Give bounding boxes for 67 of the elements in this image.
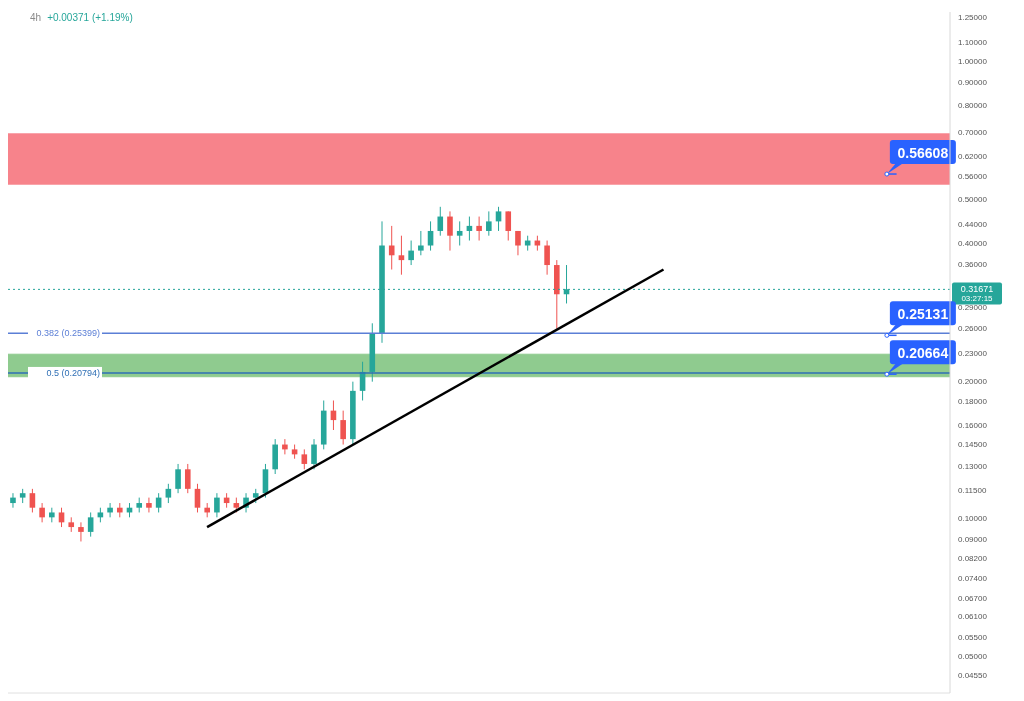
y-tick-label: 0.70000 xyxy=(958,127,988,137)
ref-line-label: 0.382 (0.25399) xyxy=(36,328,100,339)
y-tick-label: 0.14500 xyxy=(958,440,988,450)
y-tick-label: 1.25000 xyxy=(958,12,988,22)
ref-line-label: 0.5 (0.20794) xyxy=(46,367,100,378)
y-tick-label: 0.23000 xyxy=(958,348,988,358)
ref-line-label: 0.56608 xyxy=(897,145,949,162)
candlestick xyxy=(29,488,36,513)
candlestick xyxy=(418,230,424,256)
candlestick xyxy=(311,438,317,470)
candlestick xyxy=(408,240,414,266)
y-tick-label: 0.05500 xyxy=(958,632,988,642)
candlestick xyxy=(146,497,152,513)
y-tick-label: 0.16000 xyxy=(958,420,988,430)
candlestick xyxy=(447,210,453,252)
candlestick xyxy=(544,240,550,276)
y-tick-label: 0.50000 xyxy=(958,194,988,204)
candlestick xyxy=(87,511,94,538)
candlestick xyxy=(486,210,492,237)
y-tick-label: 0.90000 xyxy=(958,77,988,87)
candlestick xyxy=(58,507,65,528)
y-tick-label: 0.06100 xyxy=(958,612,988,622)
candlestick xyxy=(388,225,395,271)
ref-line-label: 0.25131 xyxy=(897,306,949,323)
y-tick-label: 0.62000 xyxy=(958,151,988,161)
y-tick-label: 0.29000 xyxy=(958,302,988,312)
y-tick-label: 0.04550 xyxy=(958,670,988,680)
candlestick xyxy=(476,216,482,242)
y-tick-label: 0.26000 xyxy=(958,324,988,334)
y-tick-label: 0.05000 xyxy=(958,651,988,661)
chart-title: 4h xyxy=(30,12,42,23)
y-tick-label: 1.00000 xyxy=(958,56,988,66)
candlestick xyxy=(340,410,346,446)
y-tick-label: 1.10000 xyxy=(958,37,988,47)
y-tick-label: 0.13000 xyxy=(958,462,988,472)
candlestick xyxy=(39,502,45,523)
candlestick xyxy=(427,220,434,252)
candlestick xyxy=(165,483,172,504)
ref-line-label: 0.31671 xyxy=(960,284,994,295)
candlestick xyxy=(214,492,220,518)
candlestick xyxy=(456,220,463,247)
candlestick xyxy=(78,521,84,542)
candlestick xyxy=(184,463,191,494)
y-tick-label: 0.18000 xyxy=(958,397,988,407)
candlestick xyxy=(194,483,201,513)
y-tick-label: 0.56000 xyxy=(958,172,988,182)
y-tick-label: 0.08200 xyxy=(958,553,988,563)
y-tick-label: 0.09000 xyxy=(958,535,988,545)
y-tick-label: 0.20000 xyxy=(958,376,988,386)
candlestick xyxy=(175,463,181,494)
y-tick-label: 0.07400 xyxy=(958,573,988,583)
candlestick xyxy=(10,492,16,509)
candlestick xyxy=(398,235,405,276)
candlestick xyxy=(437,206,444,237)
legend-label: 0.20664 xyxy=(897,345,949,362)
chart-subtitle: +0.00371 (+1.19%) xyxy=(47,12,133,23)
y-tick-label: 0.44000 xyxy=(958,219,988,229)
y-tick-label: 0.40000 xyxy=(958,238,988,248)
candlestick xyxy=(515,230,521,256)
y-tick-label: 0.10000 xyxy=(958,514,988,524)
text: 03:27:15 xyxy=(961,294,994,304)
candlestick xyxy=(505,210,512,242)
candlestick xyxy=(301,448,308,470)
y-tick-label: 0.36000 xyxy=(958,259,988,269)
y-tick-label: 0.80000 xyxy=(958,101,988,111)
y-tick-label: 0.06700 xyxy=(958,593,988,603)
y-tick-label: 0.11500 xyxy=(958,486,987,496)
